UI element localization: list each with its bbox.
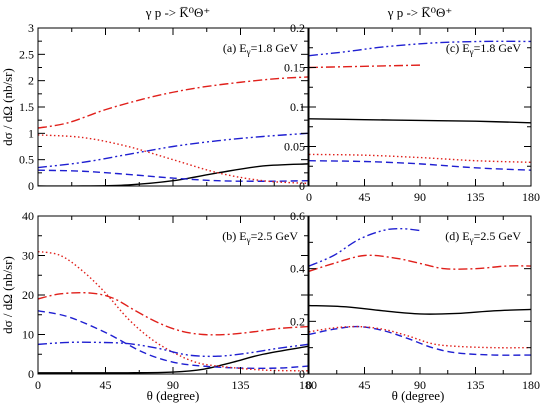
panel-label: (a) Eγ=1.8 GeV bbox=[223, 41, 298, 57]
panel-top-left: 0 0.5 1 1.5 2 2.5 3 (a) Eγ=1.8 GeV bbox=[19, 21, 309, 193]
panel-label-subscript: γ bbox=[246, 235, 251, 245]
series-line-dashed bbox=[309, 160, 531, 171]
series-line-dash-dot-dot bbox=[38, 132, 308, 169]
series-line-solid bbox=[309, 304, 531, 315]
panel-label: (d) Eγ=2.5 GeV bbox=[445, 229, 521, 245]
y-tick-label: 20 bbox=[22, 288, 34, 302]
series-line-dash-dot bbox=[309, 254, 531, 272]
series-line-dashed bbox=[38, 169, 308, 182]
x-tick-label: 180 bbox=[522, 378, 540, 392]
panel-label-value: =1.8 GeV bbox=[251, 41, 299, 55]
y-tick-label: 2.5 bbox=[19, 47, 34, 61]
x-tick-label: 135 bbox=[232, 378, 250, 392]
panel-label-prefix: (d) E bbox=[445, 229, 469, 243]
series-line-dotted bbox=[309, 153, 531, 163]
y-tick-label: 0.1 bbox=[290, 100, 305, 114]
y-tick-label: 0.4 bbox=[290, 262, 305, 276]
panel-label-value: =2.5 GeV bbox=[251, 229, 299, 243]
x-tick-label: 90 bbox=[414, 190, 426, 204]
y-axis-label-top: dσ / dΩ (nb/sr) bbox=[0, 68, 15, 146]
series-line-dashed bbox=[38, 310, 308, 370]
y-tick-label: 10 bbox=[22, 328, 34, 342]
x-tick-label: 135 bbox=[467, 378, 485, 392]
y-tick-label: 0.6 bbox=[290, 209, 305, 223]
x-tick-label: 0 bbox=[306, 190, 312, 204]
panel-label-value: =2.5 GeV bbox=[474, 229, 522, 243]
x-tick-label: 45 bbox=[359, 378, 371, 392]
x-tick-label: 90 bbox=[414, 378, 426, 392]
series-line-solid bbox=[309, 118, 531, 124]
x-tick-label: 0 bbox=[306, 378, 312, 392]
y-tick-label: 3 bbox=[28, 21, 34, 35]
panel-label-subscript: γ bbox=[246, 47, 251, 57]
y-tick-label: 0.2 bbox=[290, 21, 305, 35]
series-group bbox=[309, 40, 531, 171]
right-column-title: γ p -> K̅⁰Θ⁺ bbox=[387, 5, 453, 20]
y-tick-label: 1.5 bbox=[19, 100, 34, 114]
series-line-solid bbox=[38, 345, 308, 374]
left-column-title: γ p -> K̅⁰Θ⁺ bbox=[145, 5, 211, 20]
figure-header: γ p -> K̅⁰Θ⁺ γ p -> K̅⁰Θ⁺ bbox=[145, 5, 453, 20]
y-axis-label-bottom: dσ / dΩ (nb/sr) bbox=[0, 256, 15, 334]
series-line-dashed bbox=[309, 325, 531, 356]
y-tick-label: 0 bbox=[28, 367, 34, 381]
y-tick-label: 0 bbox=[28, 179, 34, 193]
series-line-dash-dot-dot bbox=[38, 341, 308, 358]
series-line-dash-dot-dot bbox=[309, 227, 421, 267]
series-line-dotted bbox=[38, 134, 308, 185]
panel-label-subscript: γ bbox=[469, 235, 474, 245]
x-tick-label: 180 bbox=[522, 190, 540, 204]
panel-label-subscript: γ bbox=[469, 47, 474, 57]
series-line-dash-dot bbox=[38, 291, 308, 336]
y-tick-label: 0.5 bbox=[19, 153, 34, 167]
series-line-dash-dot bbox=[309, 64, 421, 69]
panel-label-prefix: (b) E bbox=[222, 229, 246, 243]
y-tick-label: 0 bbox=[299, 367, 305, 381]
y-tick-label: 0.2 bbox=[290, 314, 305, 328]
x-tick-label: 45 bbox=[100, 378, 112, 392]
x-tick-label: 0 bbox=[35, 378, 41, 392]
x-tick-label: 45 bbox=[359, 190, 371, 204]
panel-label-prefix: (a) E bbox=[223, 41, 247, 55]
series-group bbox=[309, 227, 531, 356]
x-tick-label: 135 bbox=[467, 190, 485, 204]
x-axis-label-left: θ (degree) bbox=[147, 388, 200, 403]
panel-label-prefix: (c) E bbox=[446, 41, 470, 55]
panel-label: (b) Eγ=2.5 GeV bbox=[222, 229, 298, 245]
y-tick-label: 1 bbox=[28, 126, 34, 140]
series-line-dash-dot-dot bbox=[309, 40, 531, 57]
series-line-dotted bbox=[309, 325, 531, 349]
y-tick-label: 40 bbox=[22, 209, 34, 223]
x-tick-label: 90 bbox=[167, 378, 179, 392]
series-line-dash-dot bbox=[38, 76, 308, 129]
panel-top-right: 0 45 90 135 180 0 0.05 0.1 0.15 0.2 (c) Eγ=1.8 GeV bbox=[284, 21, 540, 204]
y-tick-label: 0.05 bbox=[284, 140, 305, 154]
panel-label: (c) Eγ=1.8 GeV bbox=[446, 41, 521, 57]
x-tick-label: 180 bbox=[299, 378, 317, 392]
panel-label-value: =1.8 GeV bbox=[474, 41, 522, 55]
y-tick-label: 0 bbox=[299, 179, 305, 193]
series-group bbox=[38, 76, 308, 186]
x-axis-label-right: θ (degree) bbox=[392, 388, 445, 403]
y-tick-label: 30 bbox=[22, 249, 34, 263]
series-group bbox=[38, 250, 308, 374]
y-tick-label: 0.15 bbox=[284, 61, 305, 75]
y-tick-label: 2 bbox=[28, 74, 34, 88]
